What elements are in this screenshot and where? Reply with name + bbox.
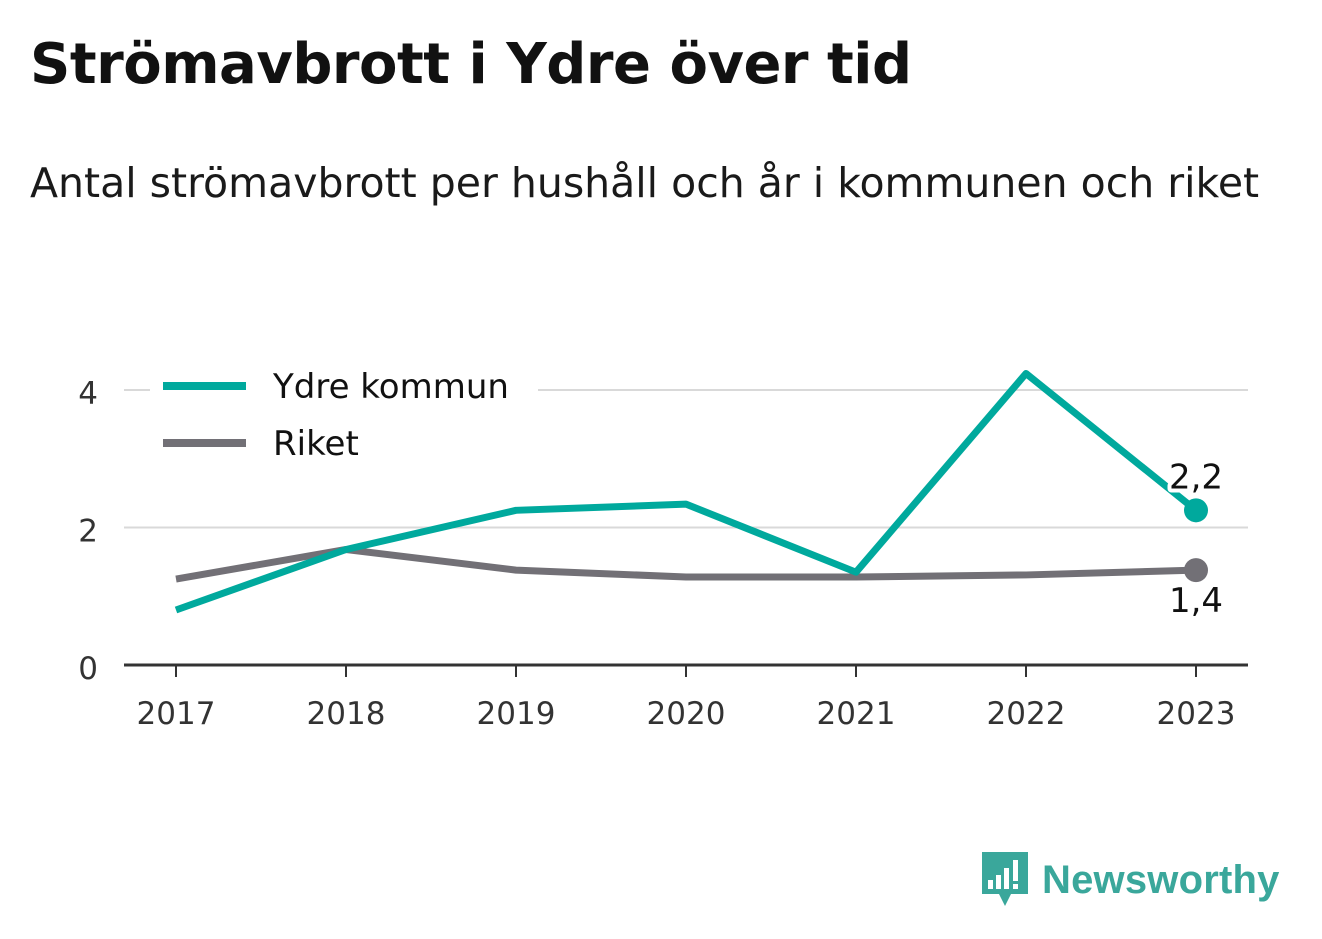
chart-title: Strömavbrott i Ydre över tid	[30, 32, 912, 97]
brand-name: Newsworthy	[1042, 857, 1280, 902]
legend-label: Riket	[273, 424, 359, 464]
chart-subtitle: Antal strömavbrott per hushåll och år i …	[30, 159, 1260, 207]
x-tick-label: 2017	[137, 696, 216, 732]
legend: Ydre kommun Riket	[150, 360, 538, 472]
legend-label: Ydre kommun	[272, 367, 509, 407]
end-value-labels: 2,2 1,4	[1165, 453, 1227, 625]
end-point-marker	[1184, 498, 1208, 523]
x-tick-label: 2020	[647, 696, 726, 732]
end-value-label: 1,4	[1169, 581, 1223, 621]
newsworthy-logo: Newsworthy	[980, 850, 1280, 910]
y-tick-label: 2	[78, 514, 98, 550]
x-tick-label: 2018	[307, 696, 386, 732]
x-tick-label: 2019	[477, 696, 556, 732]
y-axis-tick-labels: 0 2 4	[78, 376, 98, 687]
legend-background	[150, 360, 538, 472]
x-tick-label: 2023	[1157, 696, 1236, 732]
x-tick-label: 2021	[817, 696, 896, 732]
newsworthy-bar-chart-icon	[982, 852, 1028, 906]
x-tick-label: 2022	[987, 696, 1066, 732]
y-tick-label: 4	[78, 376, 98, 412]
x-axis: 2017 2018 2019 2020 2021 2022 2023	[124, 663, 1248, 732]
y-tick-label: 0	[78, 651, 98, 687]
series-lines	[174, 370, 1199, 614]
end-point-marker	[1184, 558, 1208, 583]
end-value-label: 2,2	[1169, 457, 1223, 497]
series-line	[174, 370, 1199, 614]
